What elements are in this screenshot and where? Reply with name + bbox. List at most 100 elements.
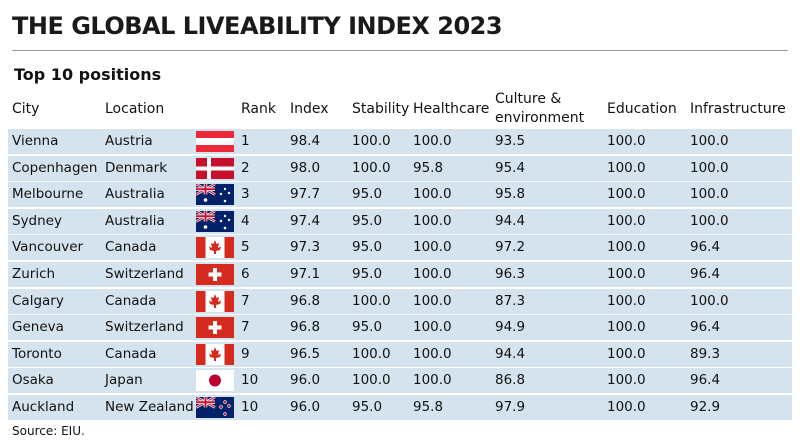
table-row: Geneva Switzerland 7 96.8 95.0 100.0 94.9 100.0… — [8, 315, 792, 341]
table-cell: 97.9 — [495, 399, 526, 415]
table-cell: New Zealand — [105, 399, 194, 415]
table-cell: Calgary — [12, 292, 64, 309]
table-row: Zurich Switzerland 6 97.1 95.0 100.0 96.3 100.0… — [8, 262, 792, 287]
flag — [196, 370, 234, 392]
column-header: Healthcare — [413, 101, 490, 117]
table-cell: 95.0 — [352, 239, 383, 256]
table-row: Sydney Australia 4 97.4 95.0 100.0 94.4 100.0 10… — [8, 208, 792, 234]
flag — [196, 317, 234, 339]
table-cell: 100.0 — [607, 159, 646, 176]
table-cell: 95.8 — [495, 186, 526, 203]
column-header: Education — [607, 101, 677, 117]
table-row: Copenhagen Denmark 2 98.0 100.0 95.8 95.4 100.0… — [8, 155, 792, 181]
table-row: Vienna Austria 1 98.4 100.0 100.0 93.5 100.0 100… — [8, 129, 792, 154]
table-cell: 94.9 — [495, 319, 526, 336]
column-header: Location — [105, 101, 165, 117]
table-cell: 95.0 — [352, 186, 383, 203]
table-cell: 100.0 — [607, 239, 646, 256]
table-row: Melbourne Australia 3 97.7 95.0 100.0 95.8 100.… — [8, 182, 792, 208]
table-cell: 100.0 — [352, 345, 391, 362]
table-cell: 100.0 — [352, 159, 391, 176]
source: Source: EIU. — [12, 424, 85, 438]
table-cell: 6 — [241, 266, 250, 282]
table-cell: 100.0 — [413, 292, 452, 309]
table-cell: Vienna — [12, 133, 59, 149]
table-cell: 89.3 — [690, 345, 721, 362]
table-cell: 95.4 — [495, 159, 526, 176]
table-cell: 96.5 — [290, 345, 321, 362]
table-cell: Zurich — [12, 266, 56, 282]
table-cell: 86.8 — [495, 372, 526, 389]
table-cell: 95.8 — [413, 159, 444, 176]
table-cell: 97.1 — [290, 266, 321, 282]
table-row: Toronto Canada 9 96.5 100.0 100.0 94.4 100.0 89.… — [8, 341, 792, 367]
table-cell: 95.0 — [352, 266, 383, 282]
table-cell: 97.2 — [495, 239, 526, 256]
flag — [196, 237, 234, 259]
table-cell: Copenhagen — [12, 159, 98, 176]
table-cell: 100.0 — [690, 212, 729, 229]
table-cell: 2 — [241, 159, 250, 176]
table-cell: 96.4 — [690, 239, 721, 256]
table-cell: 100.0 — [413, 212, 452, 229]
flag — [196, 131, 234, 152]
table-cell: 100.0 — [690, 292, 729, 309]
table-cell: 100.0 — [607, 133, 646, 149]
column-header: City — [12, 101, 40, 117]
table-cell: Auckland — [12, 399, 75, 415]
table-cell: 97.7 — [290, 186, 321, 203]
table-cell: 100.0 — [413, 186, 452, 203]
column-header: Stability — [352, 101, 410, 117]
table-cell: 100.0 — [690, 159, 729, 176]
table-cell: Canada — [105, 239, 157, 256]
table-cell: 94.4 — [495, 345, 526, 362]
table-cell: 87.3 — [495, 292, 526, 309]
table-cell: 100.0 — [413, 266, 452, 282]
table-cell: 100.0 — [352, 133, 391, 149]
table-cell: Denmark — [105, 159, 168, 176]
table-cell: 95.0 — [352, 399, 383, 415]
table-cell: 100.0 — [607, 266, 646, 282]
table-cell: 92.9 — [690, 399, 721, 415]
table-cell: 95.0 — [352, 212, 383, 229]
column-header: Infrastructure — [690, 101, 786, 117]
table-cell: 97.4 — [290, 212, 321, 229]
table-cell: 100.0 — [607, 372, 646, 389]
rule — [12, 50, 788, 51]
table-cell: 9 — [241, 345, 250, 362]
table-cell: 100.0 — [607, 186, 646, 203]
table-cell: 100.0 — [690, 133, 729, 149]
table-cell: 100.0 — [352, 372, 391, 389]
table-cell: Switzerland — [105, 319, 184, 336]
table-cell: Australia — [105, 212, 165, 229]
flag — [196, 264, 234, 285]
table-cell: 100.0 — [607, 399, 646, 415]
table-cell: Sydney — [12, 212, 62, 229]
flag — [196, 184, 234, 206]
table-cell: 100.0 — [607, 319, 646, 336]
table-cell: Canada — [105, 292, 157, 309]
table-row: Auckland New Zealand 10 96.0 95.0 95.8 97.9 100… — [8, 395, 792, 420]
table-cell: 100.0 — [607, 292, 646, 309]
table-cell: 97.3 — [290, 239, 321, 256]
table-cell: 93.5 — [495, 133, 526, 149]
table-cell: 7 — [241, 319, 250, 336]
column-header: Rank — [241, 101, 276, 117]
table-cell: 98.4 — [290, 133, 321, 149]
table-cell: 96.0 — [290, 399, 321, 415]
table-cell: 96.4 — [690, 372, 721, 389]
table-cell: Toronto — [12, 345, 62, 362]
table-row: Calgary Canada 7 96.8 100.0 100.0 87.3 100.0 100… — [8, 288, 792, 314]
table-cell: 100.0 — [413, 319, 452, 336]
title: THE GLOBAL LIVEABILITY INDEX 2023 — [12, 12, 503, 40]
table-cell: Switzerland — [105, 266, 184, 282]
table-cell: 100.0 — [413, 133, 452, 149]
table-cell: Japan — [105, 372, 143, 389]
flag — [196, 397, 234, 418]
table-row: Osaka Japan 10 96.0 100.0 100.0 86.8 100.0 96.4 — [8, 368, 792, 394]
flag — [196, 210, 234, 232]
table-cell: 100.0 — [690, 186, 729, 203]
table-cell: 5 — [241, 239, 250, 256]
table-row: Vancouver Canada 5 97.3 95.0 100.0 97.2 100.0 96… — [8, 235, 792, 261]
table-cell: 98.0 — [290, 159, 321, 176]
